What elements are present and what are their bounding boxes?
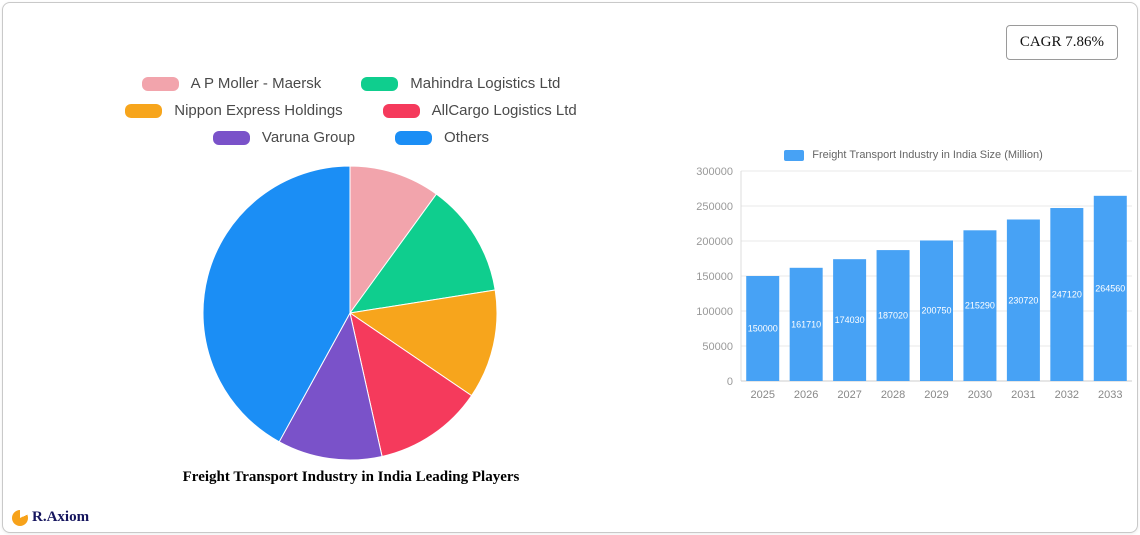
x-tick-label: 2028 xyxy=(881,389,905,401)
x-tick-label: 2025 xyxy=(750,389,774,401)
bar-value-label: 215290 xyxy=(965,301,995,311)
cagr-badge-label: CAGR 7.86% xyxy=(1019,34,1104,50)
pie-slice-mahindra-logistics-ltd[interactable] xyxy=(349,193,496,314)
x-tick-label: 2033 xyxy=(1098,389,1122,401)
legend-item-others[interactable]: Others xyxy=(395,129,489,146)
bar-value-label: 161710 xyxy=(791,319,821,329)
bar-value-label: 230720 xyxy=(1008,295,1038,305)
cagr-badge: CAGR 7.86% xyxy=(1005,25,1118,60)
x-tick-label: 2030 xyxy=(968,389,992,401)
x-tick-label: 2032 xyxy=(1055,389,1079,401)
legend-label: Nippon Express Holdings xyxy=(174,102,343,119)
bar-2031[interactable] xyxy=(1006,219,1040,382)
legend-label: Mahindra Logistics Ltd xyxy=(410,75,561,92)
pie-slice-others[interactable] xyxy=(202,165,351,443)
y-tick-label: 200000 xyxy=(696,236,733,248)
bar-2027[interactable] xyxy=(833,259,867,381)
bar-chart: 0 50000 100000 150000 200000 250000 300000 1500… xyxy=(696,166,1132,401)
pie-chart xyxy=(202,165,498,461)
x-tick-label: 2029 xyxy=(924,389,948,401)
y-tick-label: 150000 xyxy=(696,271,733,283)
bar-chart-legend[interactable]: Freight Transport Industry in India Size… xyxy=(691,149,1136,161)
bar-value-label: 264560 xyxy=(1095,283,1125,293)
legend-swatch xyxy=(212,130,250,145)
logo-pie-icon xyxy=(12,509,28,526)
bar-2033[interactable] xyxy=(1093,195,1127,381)
legend-label: AllCargo Logistics Ltd xyxy=(431,102,577,119)
legend-item-varuna-group[interactable]: Varuna Group xyxy=(212,129,356,146)
bar-value-label: 174030 xyxy=(835,315,865,325)
bar-value-label: 247120 xyxy=(1052,290,1082,300)
logo-text: R.Axiom xyxy=(32,509,90,525)
brand-logo: R.Axiom xyxy=(12,509,89,526)
bar-value-label: 187020 xyxy=(878,311,908,321)
bar-legend-label: Freight Transport Industry in India Size… xyxy=(812,149,1043,161)
x-tick-label: 2026 xyxy=(794,389,818,401)
x-tick-label: 2031 xyxy=(1011,389,1035,401)
legend-item-nippon-express-holdings[interactable]: Nippon Express Holdings xyxy=(125,102,343,119)
pie-slice-varuna-group[interactable] xyxy=(278,312,383,461)
legend-item-mahindra-logistics-ltd[interactable]: Mahindra Logistics Ltd xyxy=(361,75,560,92)
bar-2029[interactable] xyxy=(920,240,953,381)
bar-value-label: 150000 xyxy=(748,324,778,334)
pie-chart-title: Freight Transport Industry in India Lead… xyxy=(182,469,520,485)
legend-label: A P Moller - Maersk xyxy=(190,75,322,92)
bar-2028[interactable] xyxy=(876,250,910,381)
x-tick-label: 2027 xyxy=(837,389,861,401)
legend-label: Varuna Group xyxy=(261,129,356,146)
y-tick-label: 0 xyxy=(727,376,733,388)
pie-slice-allcargo-logistics-ltd[interactable] xyxy=(349,312,473,457)
legend-item-allcargo-logistics-ltd[interactable]: AllCargo Logistics Ltd xyxy=(382,102,577,119)
legend-label: Others xyxy=(444,129,490,146)
bar-2025[interactable] xyxy=(746,276,780,381)
pie-slice-a-p-moller-maersk[interactable] xyxy=(349,165,437,314)
bar-2026[interactable] xyxy=(789,267,823,381)
legend-item-a-p-moller-maersk[interactable]: A P Moller - Maersk xyxy=(141,75,322,92)
legend-swatch xyxy=(125,103,163,118)
bar-2032[interactable] xyxy=(1050,208,1084,381)
legend-swatch xyxy=(361,76,399,91)
pie-legend-row: Varuna Group Others xyxy=(51,129,651,146)
y-tick-label: 50000 xyxy=(702,341,733,353)
pie-slice-nippon-express-holdings[interactable] xyxy=(349,289,498,397)
pie-legend-row: Nippon Express Holdings AllCargo Logistic… xyxy=(51,102,651,119)
bar-legend-swatch xyxy=(784,149,805,161)
bar-2030[interactable] xyxy=(963,230,997,381)
pie-legend: A P Moller - Maersk Mahindra Logistics Lt… xyxy=(51,75,651,156)
bar-value-label: 200750 xyxy=(921,306,951,316)
legend-swatch xyxy=(395,130,433,145)
y-tick-label: 300000 xyxy=(696,166,733,178)
y-tick-label: 100000 xyxy=(696,306,733,318)
pie-legend-row: A P Moller - Maersk Mahindra Logistics Lt… xyxy=(51,75,651,92)
legend-swatch xyxy=(382,103,420,118)
y-tick-label: 250000 xyxy=(696,201,733,213)
legend-swatch xyxy=(141,76,179,91)
